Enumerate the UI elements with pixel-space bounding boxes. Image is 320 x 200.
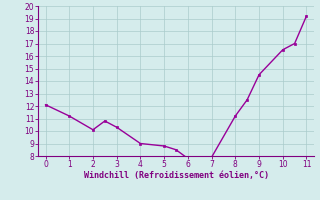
- X-axis label: Windchill (Refroidissement éolien,°C): Windchill (Refroidissement éolien,°C): [84, 171, 268, 180]
